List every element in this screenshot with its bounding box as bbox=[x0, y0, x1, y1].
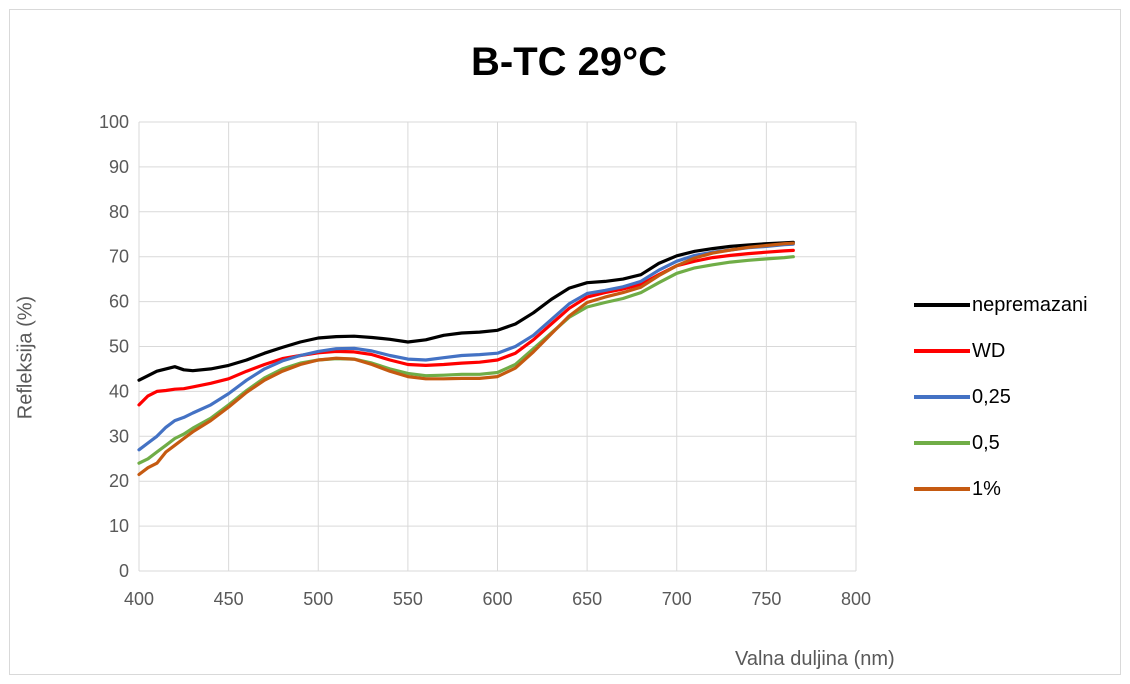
legend-label: 0,25 bbox=[972, 385, 1011, 408]
legend-swatch bbox=[914, 395, 970, 399]
legend: nepremazani WD 0,25 0,5 1% bbox=[914, 282, 1088, 512]
x-tick-label: 800 bbox=[841, 589, 871, 609]
x-tick-label: 400 bbox=[124, 589, 154, 609]
series-line-2 bbox=[137, 242, 795, 452]
chart-frame bbox=[9, 9, 1121, 675]
legend-swatch bbox=[914, 349, 970, 353]
series-line-1 bbox=[137, 248, 795, 407]
x-tick-label: 550 bbox=[393, 589, 423, 609]
y-tick-label: 40 bbox=[109, 381, 129, 401]
x-tick-label: 450 bbox=[214, 589, 244, 609]
y-tick-label: 20 bbox=[109, 471, 129, 491]
y-tick-label: 10 bbox=[109, 516, 129, 536]
legend-item: nepremazani bbox=[914, 282, 1088, 328]
x-tick-label: 600 bbox=[482, 589, 512, 609]
y-tick-label: 100 bbox=[99, 112, 129, 132]
legend-swatch bbox=[914, 487, 970, 491]
legend-item: WD bbox=[914, 328, 1088, 374]
legend-label: 1% bbox=[972, 477, 1001, 500]
legend-swatch bbox=[914, 441, 970, 445]
legend-swatch bbox=[914, 303, 970, 307]
y-tick-label: 30 bbox=[109, 426, 129, 446]
y-tick-label: 80 bbox=[109, 202, 129, 222]
y-tick-label: 70 bbox=[109, 247, 129, 267]
y-tick-label: 50 bbox=[109, 337, 129, 357]
x-tick-label: 750 bbox=[751, 589, 781, 609]
x-tick-label: 650 bbox=[572, 589, 602, 609]
series-layer bbox=[137, 240, 795, 477]
y-tick-label: 60 bbox=[109, 292, 129, 312]
legend-item: 0,5 bbox=[914, 420, 1088, 466]
chart-title: B-TC 29°C bbox=[470, 40, 667, 84]
grid-layer bbox=[138, 121, 857, 572]
x-tick-label: 700 bbox=[662, 589, 692, 609]
legend-label: nepremazani bbox=[972, 293, 1088, 316]
y-tick-label: 90 bbox=[109, 157, 129, 177]
legend-item: 1% bbox=[914, 466, 1088, 512]
x-tick-label: 500 bbox=[303, 589, 333, 609]
legend-item: 0,25 bbox=[914, 374, 1088, 420]
series-line-0 bbox=[137, 240, 795, 382]
series-line-4 bbox=[137, 241, 795, 477]
legend-label: 0,5 bbox=[972, 431, 1000, 454]
series-line-3 bbox=[137, 255, 795, 465]
y-tick-label: 0 bbox=[119, 561, 129, 581]
legend-label: WD bbox=[972, 339, 1006, 362]
tick-layer: 0 10 20 30 40 50 60 70 80 90 100 400 450 500 550 600 650… bbox=[99, 112, 871, 609]
x-axis-label: Valna duljina (nm) bbox=[735, 648, 895, 670]
